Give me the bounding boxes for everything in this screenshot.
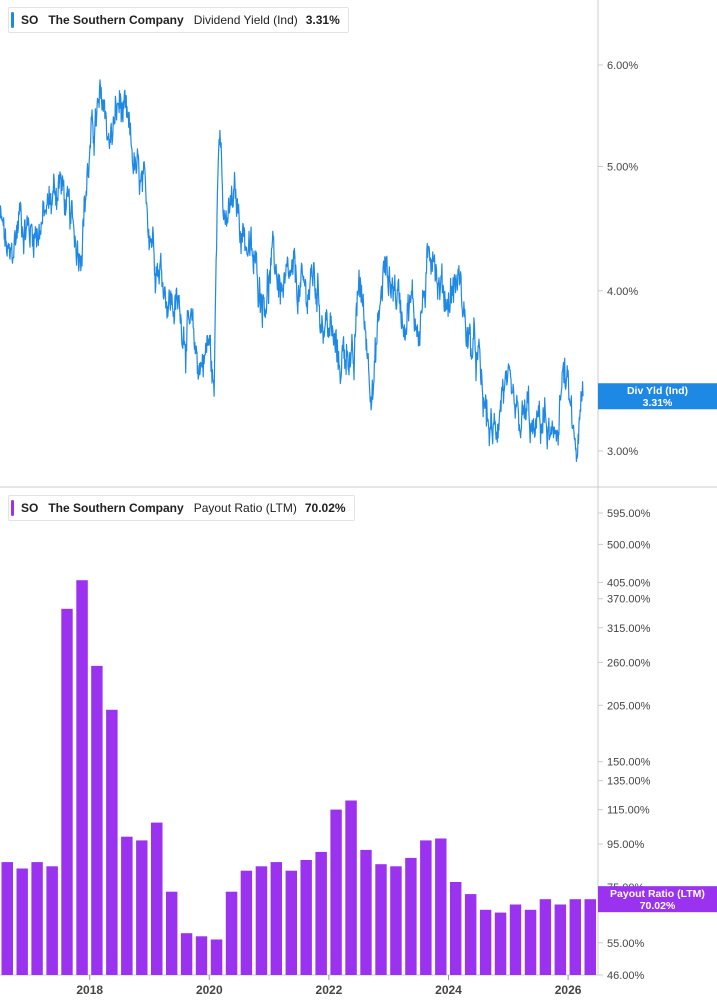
- payout-y-tick-label: 595.00%: [607, 508, 651, 520]
- payout-y-axis: 595.00% 500.00% 405.00% 370.00% 315.00% 260.0…: [598, 508, 651, 982]
- payout-bar: [494, 912, 507, 975]
- x-axis: 2018 2020 2022 2024 2026: [76, 975, 582, 997]
- payout-legend-ticker: SO: [21, 501, 39, 515]
- payout-bar: [479, 909, 492, 975]
- payout-badge-label: Payout Ratio (LTM): [610, 888, 705, 900]
- payout-badge-value: 70.02%: [640, 900, 676, 912]
- payout-bar: [151, 822, 163, 975]
- payout-y-tick-label: 95.00%: [607, 839, 645, 851]
- payout-y-tick-label: 315.00%: [607, 623, 651, 635]
- yield-y-axis: 6.00% 5.00% 4.00% 3.00%: [598, 60, 638, 458]
- yield-legend-marker-icon: [11, 12, 14, 28]
- payout-bar: [255, 866, 268, 975]
- payout-y-tick-label: 370.00%: [607, 594, 651, 606]
- x-tick-label: 2024: [435, 983, 462, 997]
- payout-bar: [554, 904, 567, 975]
- payout-bar: [1, 862, 13, 975]
- payout-y-tick-label: 260.00%: [607, 657, 651, 669]
- payout-badge: [598, 886, 717, 913]
- payout-bar: [270, 862, 282, 975]
- payout-bar: [76, 580, 88, 975]
- payout-bar: [524, 909, 537, 975]
- yield-legend-ticker: SO: [21, 13, 39, 27]
- payout-bar: [31, 862, 43, 975]
- payout-bar: [61, 608, 73, 975]
- payout-bar: [405, 857, 417, 975]
- payout-y-tick-label: 500.00%: [607, 539, 651, 551]
- yield-badge: [598, 383, 717, 410]
- payout-bar: [569, 899, 581, 975]
- payout-bar: [166, 891, 178, 975]
- yield-badge-value: 3.31%: [643, 397, 673, 409]
- payout-bar: [375, 864, 387, 975]
- yield-y-tick-label: 5.00%: [607, 162, 638, 174]
- payout-bar: [435, 838, 447, 975]
- payout-legend-company: The Southern Company: [48, 501, 184, 515]
- yield-legend-metric: Dividend Yield (Ind): [193, 13, 298, 27]
- payout-bar: [539, 899, 552, 975]
- payout-bar: [16, 868, 28, 975]
- payout-bar: [91, 665, 103, 975]
- payout-bar: [225, 891, 238, 975]
- payout-plot: [1, 580, 596, 975]
- payout-bar: [390, 866, 402, 975]
- yield-legend: SO The Southern Company Dividend Yield (…: [8, 7, 349, 33]
- payout-bar: [584, 899, 596, 975]
- payout-y-tick-label: 405.00%: [607, 577, 651, 589]
- payout-bar: [285, 870, 297, 975]
- payout-y-tick-label: 115.00%: [607, 805, 650, 817]
- payout-bar: [136, 840, 148, 975]
- payout-bar: [180, 933, 193, 975]
- x-tick-label: 2026: [555, 983, 582, 997]
- yield-y-tick-label: 6.00%: [607, 60, 638, 72]
- payout-y-tick-label: 205.00%: [607, 700, 651, 712]
- yield-y-tick-label: 3.00%: [607, 446, 638, 458]
- payout-bar: [240, 870, 253, 975]
- payout-legend: SO The Southern Company Payout Ratio (LT…: [8, 495, 355, 521]
- payout-bar: [46, 866, 58, 975]
- payout-bar: [106, 709, 118, 975]
- payout-bar: [420, 840, 432, 975]
- payout-bar: [509, 904, 522, 975]
- yield-badge-label: Div Yld (Ind): [627, 385, 688, 397]
- x-tick-label: 2018: [76, 983, 103, 997]
- payout-bar: [330, 809, 342, 975]
- payout-y-tick-label: 55.00%: [607, 938, 645, 950]
- yield-y-tick-label: 4.00%: [607, 286, 638, 298]
- payout-bar: [450, 882, 462, 975]
- payout-legend-value: 70.02%: [304, 501, 346, 515]
- payout-bar: [300, 860, 312, 975]
- payout-bar: [210, 939, 223, 975]
- payout-bar: [195, 936, 208, 975]
- yield-plot: [0, 79, 584, 462]
- payout-bar: [360, 849, 372, 975]
- x-tick-label: 2022: [316, 983, 343, 997]
- payout-legend-metric: Payout Ratio (LTM): [193, 501, 297, 515]
- payout-bar: [464, 894, 477, 975]
- payout-bar: [345, 800, 357, 975]
- payout-y-tick-label: 135.00%: [607, 776, 651, 788]
- last-value-badges: Div Yld (Ind)3.31% Payout Ratio (LTM)70.0…: [598, 383, 717, 913]
- payout-bar: [315, 851, 327, 975]
- payout-y-tick-label: 46.00%: [607, 970, 645, 982]
- yield-legend-company: The Southern Company: [48, 13, 184, 27]
- payout-legend-marker-icon: [11, 500, 14, 516]
- x-tick-label: 2020: [196, 983, 223, 997]
- payout-y-tick-label: 150.00%: [607, 757, 651, 769]
- yield-series-line: [0, 79, 584, 462]
- yield-legend-value: 3.31%: [305, 13, 340, 27]
- payout-bar: [121, 836, 133, 975]
